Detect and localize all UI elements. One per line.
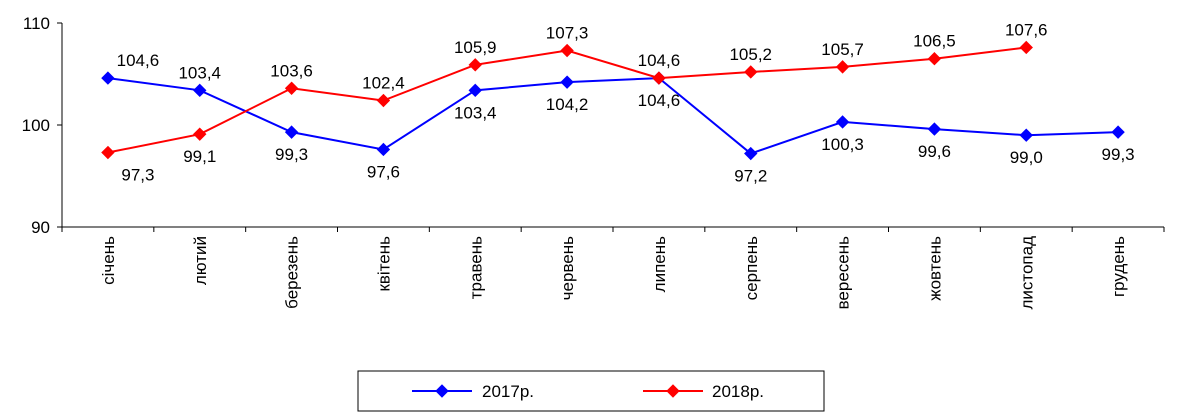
series-1-data-label: 100,3 <box>821 135 864 154</box>
x-tick-label: квітень <box>374 236 393 292</box>
x-tick-label: вересень <box>834 236 853 310</box>
series-2-marker <box>835 60 850 74</box>
series-1-data-label: 99,6 <box>918 142 951 161</box>
series-2-data-label: 107,6 <box>1005 20 1048 39</box>
legend-marker-2 <box>666 384 680 398</box>
series-1-data-label: 104,6 <box>117 51 160 70</box>
series-2-marker <box>652 71 666 85</box>
series-2-data-label: 99,1 <box>183 147 216 166</box>
legend: 2017р. 2018р. <box>357 370 825 412</box>
series-line-1 <box>107 77 1119 155</box>
x-tick-label: березень <box>283 236 302 309</box>
series-2-data-label: 105,2 <box>729 45 772 64</box>
data-labels: 104,6 97,3 103,4 99,1 103,6 99,3 102,4 97,6 105,… <box>117 20 1135 185</box>
series-2-data-label: 102,4 <box>362 74 405 93</box>
series-1-marker <box>1111 125 1125 139</box>
x-tick-label: жовтень <box>925 236 944 301</box>
series-1-data-label: 103,4 <box>454 103 497 122</box>
series-2-data-label: 105,7 <box>821 40 864 59</box>
x-tick-label: листопад <box>1017 236 1036 310</box>
series-1-data-label: 103,4 <box>178 63 221 82</box>
legend-label-1: 2017р. <box>482 382 534 401</box>
series-1-marker <box>835 115 850 129</box>
x-tick-label: лютий <box>191 236 210 285</box>
series-1-marker <box>468 83 482 98</box>
series-2-data-label: 107,3 <box>546 24 589 43</box>
series-2-marker <box>560 43 574 58</box>
legend-label-2: 2018р. <box>712 382 764 401</box>
series-1-marker <box>1019 128 1033 142</box>
x-tick-label: січень <box>99 236 118 285</box>
series-2-data-label: 103,6 <box>270 61 313 80</box>
series-2-marker <box>468 58 482 72</box>
series-2-data-label: 97,3 <box>121 166 154 185</box>
series-2-data-label: 105,9 <box>454 38 497 57</box>
series-2-marker <box>744 65 758 79</box>
legend-marker-1 <box>435 384 449 398</box>
series-1-data-label: 99,0 <box>1010 148 1043 167</box>
y-tick-label: 90 <box>31 218 50 237</box>
x-tick-label: травень <box>466 236 485 299</box>
series-1-data-label: 104,6 <box>638 91 681 110</box>
x-tick-label: липень <box>650 236 669 292</box>
series-2-marker <box>284 81 299 95</box>
series-1-data-label: 99,3 <box>275 145 308 164</box>
series-1-data-label: 99,3 <box>1102 145 1135 164</box>
series-1-marker <box>101 71 115 85</box>
series-2-marker <box>927 51 942 66</box>
chart-series <box>101 40 1125 161</box>
series-2-data-label: 104,6 <box>638 51 681 70</box>
series-1-marker <box>376 142 391 157</box>
series-1-data-label: 97,6 <box>367 162 400 181</box>
x-tick-label: грудень <box>1109 236 1128 297</box>
y-tick-label: 100 <box>22 116 50 135</box>
series-2-marker <box>193 127 207 141</box>
series-1-marker <box>744 146 758 161</box>
series-2-marker <box>101 145 115 160</box>
series-1-marker <box>193 83 207 98</box>
series-1-data-label: 97,2 <box>734 167 767 186</box>
x-tick-label: червень <box>558 236 577 300</box>
series-2-data-label: 106,5 <box>913 32 956 51</box>
series-1-marker <box>284 125 299 139</box>
series-2-marker <box>376 93 391 108</box>
series-1-data-label: 104,2 <box>546 95 589 114</box>
series-2-marker <box>1019 40 1033 55</box>
x-tick-label: серпень <box>742 236 761 300</box>
y-tick-label: 110 <box>23 14 50 33</box>
series-1-marker <box>560 75 574 89</box>
chart-axes: 90 100 110 січень лютий березень квітень травен… <box>22 14 1165 310</box>
series-1-marker <box>927 122 942 136</box>
